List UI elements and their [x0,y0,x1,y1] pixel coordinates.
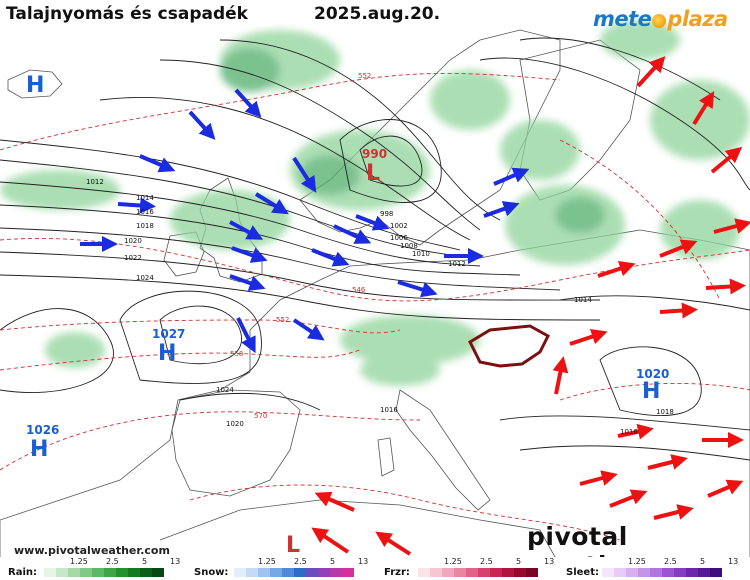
svg-text:1024: 1024 [216,386,234,394]
svg-text:990: 990 [362,147,387,161]
legend-snow-scale [234,568,354,577]
svg-text:1012: 1012 [86,178,104,186]
precip-legend: Rain: 1.25 2.5 5 13 Snow: 1.25 2.5 5 13 … [0,557,750,579]
weather-map: H 1027 H 1026 H 1020 H 990 L L 1012 1014… [0,20,750,566]
legend-sleet-scale [602,568,722,577]
map-date: 2025.aug.20. [308,2,458,26]
svg-text:1027: 1027 [152,327,185,341]
high-pressure-center: 1026 H [26,423,59,462]
svg-text:1006: 1006 [390,234,408,242]
low-pressure-label: L [286,533,300,558]
svg-text:1018: 1018 [136,222,154,230]
legend-rain-scale [44,568,164,577]
svg-text:1002: 1002 [390,222,408,230]
svg-text:1016: 1016 [620,428,638,436]
sun-icon [652,14,667,28]
legend-sleet: Sleet: 1.25 2.5 5 13 [566,557,750,579]
svg-text:1020: 1020 [636,367,669,381]
legend-tick: 1.25 [258,557,276,566]
map-title: Talajnyomás és csapadék [0,2,272,26]
thickness-values: 552 546 552 558 570 [230,72,371,420]
svg-text:558: 558 [230,350,243,358]
high-pressure-center: 1020 H [636,367,669,404]
legend-tick: 1.25 [70,557,88,566]
hungary-border [468,324,550,368]
meteoplaza-logo-icon[interactable]: mete plaza [593,4,740,34]
svg-text:546: 546 [352,286,366,294]
source-url[interactable]: www.pivotalweather.com [12,544,172,557]
svg-text:1014: 1014 [574,296,592,304]
svg-text:998: 998 [380,210,393,218]
svg-text:1010: 1010 [412,250,430,258]
svg-text:H: H [642,379,660,404]
legend-tick: 1.25 [628,557,646,566]
brand-meteo: mete [593,7,652,31]
svg-text:570: 570 [254,412,267,420]
isobar-values: 1012 1014 1016 1018 1020 1022 1024 998 1… [86,178,674,436]
legend-tick: 2.5 [480,557,493,566]
legend-frzr-label: Frzr: [384,567,410,578]
svg-text:1016: 1016 [380,406,398,414]
legend-tick: 2.5 [106,557,119,566]
wind-arrows-red [311,56,750,556]
legend-rain-label: Rain: [8,567,37,578]
legend-frzr: Frzr: 1.25 2.5 5 13 [384,557,564,579]
svg-text:1020: 1020 [226,420,244,428]
legend-tick: 2.5 [294,557,307,566]
svg-text:552: 552 [358,72,371,80]
svg-text:1022: 1022 [124,254,142,262]
svg-text:1018: 1018 [656,408,674,416]
svg-text:1024: 1024 [136,274,154,282]
svg-text:1020: 1020 [124,237,142,245]
svg-text:1014: 1014 [136,194,154,202]
legend-rain: Rain: 1.25 2.5 5 13 [8,557,188,579]
legend-sleet-label: Sleet: [566,567,599,578]
brand-plaza: plaza [667,7,728,31]
svg-text:L: L [366,161,380,186]
low-pressure-center: 990 L [362,147,387,186]
legend-snow-label: Snow: [194,567,229,578]
legend-tick: 1.25 [444,557,462,566]
legend-tick: 13 [358,557,369,566]
legend-tick: 2.5 [664,557,677,566]
legend-tick: 13 [728,557,739,566]
legend-tick: 5 [700,557,706,566]
legend-tick: 13 [544,557,555,566]
legend-tick: 5 [330,557,336,566]
svg-text:1008: 1008 [400,242,418,250]
precipitation-areas [0,20,750,386]
wind-arrows-blue [80,88,530,354]
legend-tick: 5 [142,557,148,566]
svg-text:H: H [158,341,176,366]
svg-text:1012: 1012 [448,260,466,268]
svg-text:1016: 1016 [136,208,154,216]
legend-frzr-scale [418,568,538,577]
svg-text:552: 552 [276,316,289,324]
high-pressure-label: H [26,73,44,98]
legend-snow: Snow: 1.25 2.5 5 13 [194,557,374,579]
svg-text:H: H [30,437,48,462]
legend-tick: 13 [170,557,181,566]
high-pressure-center: 1027 H [152,327,185,366]
legend-tick: 5 [516,557,522,566]
svg-text:1026: 1026 [26,423,59,437]
thickness-lines [0,72,750,541]
